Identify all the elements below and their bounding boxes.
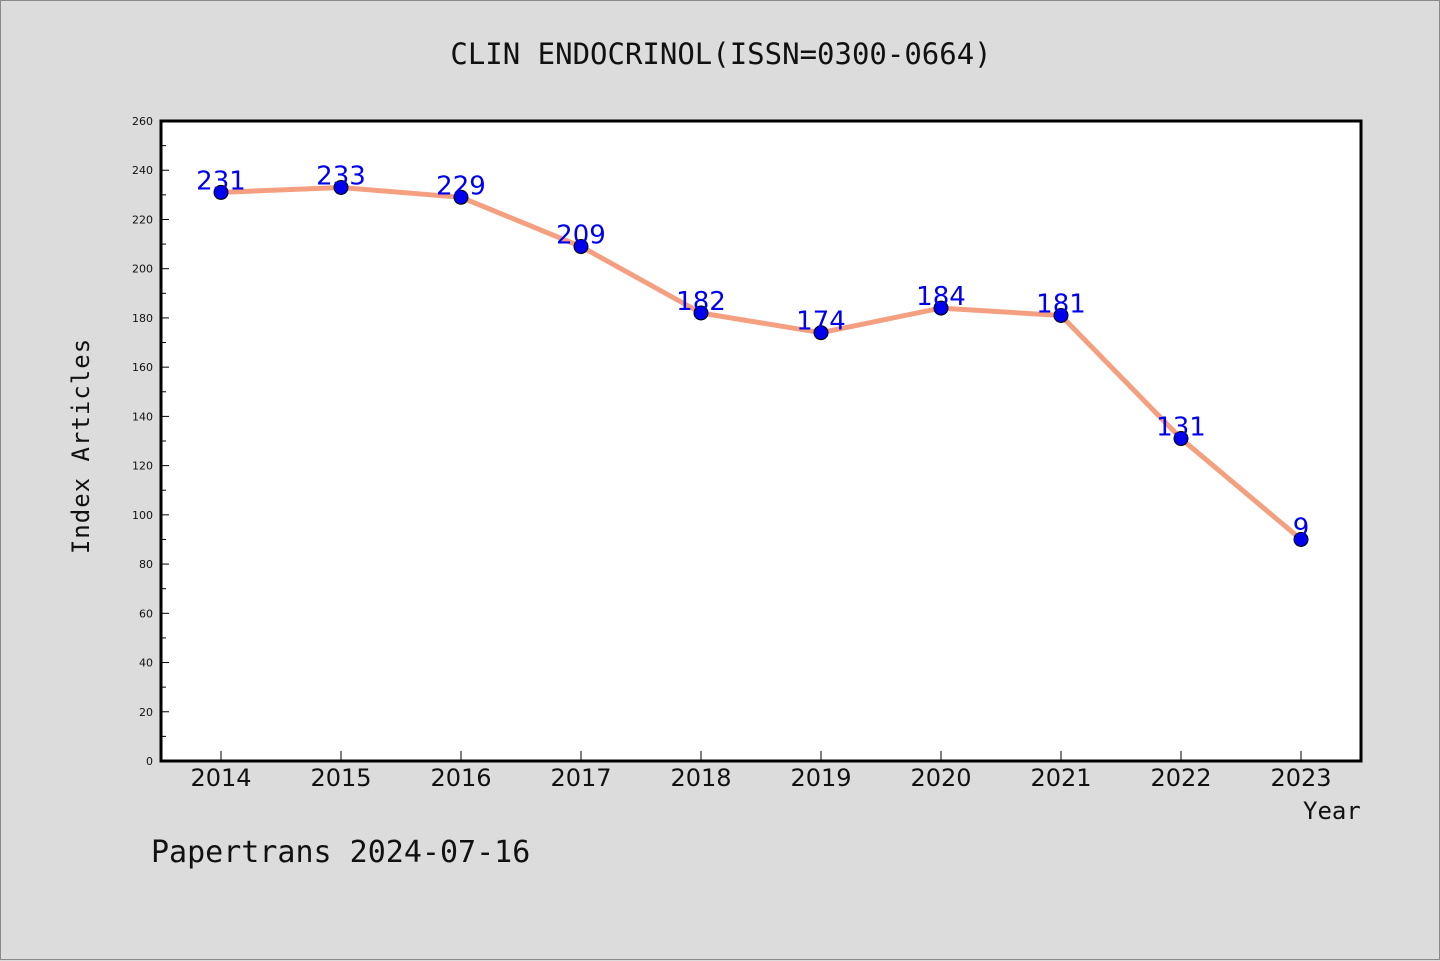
data-label: 131 (1156, 413, 1206, 443)
y-tick-label: 200 (132, 263, 153, 276)
data-label: 233 (316, 161, 366, 191)
y-tick-label: 100 (132, 509, 153, 522)
y-tick-label: 20 (139, 706, 153, 719)
y-tick-label: 140 (132, 410, 153, 423)
data-point (573, 239, 589, 255)
data-point (1293, 531, 1309, 547)
y-tick-label: 240 (132, 164, 153, 177)
data-label: 209 (556, 221, 606, 251)
y-tick-label: 40 (139, 657, 153, 670)
x-tick-label: 2015 (310, 764, 371, 792)
data-point (333, 179, 349, 195)
y-tick-label: 0 (146, 755, 153, 768)
y-tick-label: 60 (139, 607, 153, 620)
data-point (813, 325, 829, 341)
series-line (218, 184, 1304, 542)
data-label: 9 (1293, 513, 1310, 543)
data-point (1053, 307, 1069, 323)
data-label: 182 (676, 287, 726, 317)
footer-note: Papertrans 2024-07-16 (151, 835, 531, 870)
x-tick-label: 2018 (670, 764, 731, 792)
data-label: 229 (436, 171, 486, 201)
data-point (1173, 431, 1189, 447)
data-point (933, 300, 949, 316)
x-tick-label: 2021 (1030, 764, 1091, 792)
data-label: 231 (196, 166, 246, 196)
y-tick-label: 220 (132, 213, 153, 226)
data-label: 181 (1036, 289, 1086, 319)
x-tick-label: 2022 (1150, 764, 1211, 792)
x-tick-label: 2019 (790, 764, 851, 792)
data-point (213, 184, 229, 200)
x-tick-label: 2016 (430, 764, 491, 792)
y-tick-label: 120 (132, 460, 153, 473)
x-axis-label: Year (1303, 797, 1361, 825)
y-tick-label: 260 (132, 115, 153, 128)
x-tick-label: 2017 (550, 764, 611, 792)
x-tick-label: 2020 (910, 764, 971, 792)
y-tick-label: 180 (132, 312, 153, 325)
chart-title: CLIN ENDOCRINOL(ISSN=0300-0664) (450, 37, 992, 71)
plot-area (159, 119, 1363, 763)
y-tick-label: 160 (132, 361, 153, 374)
x-tick-label: 2014 (190, 764, 251, 792)
y-tick-label: 80 (139, 558, 153, 571)
data-point (693, 305, 709, 321)
data-label: 184 (916, 282, 966, 312)
data-label: 174 (796, 307, 846, 337)
x-tick-label: 2023 (1270, 764, 1331, 792)
data-point (453, 189, 469, 205)
